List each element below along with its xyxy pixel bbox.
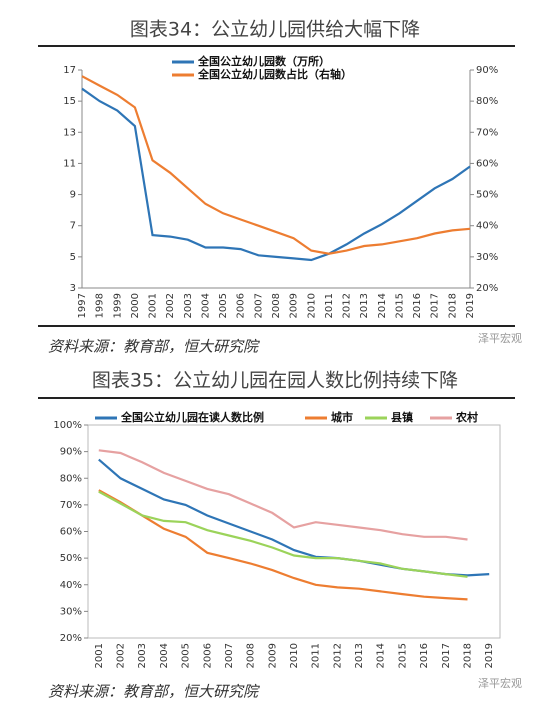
x-tick-label: 2007	[253, 293, 264, 318]
x-tick-label: 1998	[95, 293, 106, 318]
x-tick-label: 1997	[77, 293, 88, 318]
x-tick-label: 2003	[137, 643, 148, 668]
source: 资料来源：教育部，恒大研究院	[48, 683, 260, 701]
series-line	[98, 490, 468, 578]
x-tick-label: 2011	[324, 293, 335, 318]
x-tick-label: 2001	[94, 643, 105, 668]
series-line	[98, 458, 490, 577]
y-tick-label: 20%	[60, 633, 82, 644]
x-tick-label: 2019	[465, 293, 476, 318]
y-tick-label: 15	[63, 96, 76, 107]
series-line	[98, 489, 468, 601]
y-tick-label: 70%	[60, 500, 82, 511]
y-tick-label: 30%	[60, 606, 82, 617]
x-tick-label: 2018	[447, 293, 458, 318]
x-tick-label: 2008	[246, 643, 257, 668]
legend-label: 农村	[455, 410, 478, 424]
chart-title: 图表35：公立幼儿园在园人数比例持续下降	[92, 370, 458, 392]
y-tick-label: 90%	[60, 447, 82, 458]
y2-tick-label: 90%	[476, 65, 498, 76]
y-tick-label: 9	[70, 190, 76, 201]
watermark: 泽平宏观	[478, 676, 522, 690]
x-tick-label: 2017	[430, 293, 441, 318]
x-tick-label: 2019	[484, 643, 495, 668]
x-tick-label: 2015	[397, 643, 408, 668]
legend-label: 县镇	[391, 410, 413, 424]
y2-tick-label: 70%	[476, 127, 498, 138]
y-tick-label: 13	[63, 127, 76, 138]
x-tick-label: 2013	[354, 643, 365, 668]
x-tick-label: 2018	[462, 643, 473, 668]
legend-label: 全国公立幼儿园数（万所）	[197, 54, 330, 68]
x-tick-label: 2014	[377, 293, 388, 318]
source: 资料来源：教育部，恒大研究院	[48, 338, 260, 356]
x-tick-label: 2013	[359, 293, 370, 318]
series-line	[81, 75, 471, 255]
x-tick-label: 2001	[148, 293, 159, 318]
x-tick-label: 2008	[271, 293, 282, 318]
x-tick-label: 2000	[130, 293, 141, 318]
series-line	[81, 87, 471, 262]
x-tick-label: 2002	[165, 293, 176, 318]
legend-label: 全国公立幼儿园数占比（右轴）	[197, 67, 352, 81]
x-tick-label: 2010	[306, 293, 317, 318]
y-tick-label: 17	[63, 65, 76, 76]
y-tick-label: 5	[70, 252, 76, 263]
y-tick-label: 40%	[60, 580, 82, 591]
y2-tick-label: 50%	[476, 190, 498, 201]
y-tick-label: 80%	[60, 473, 82, 484]
legend-label: 城市	[331, 410, 353, 424]
y2-tick-label: 20%	[476, 283, 498, 294]
x-tick-label: 2009	[267, 643, 278, 668]
x-tick-label: 2012	[342, 293, 353, 318]
x-tick-label: 2005	[181, 643, 192, 668]
chart-title: 图表34：公立幼儿园供给大幅下降	[130, 19, 420, 41]
x-tick-label: 1999	[112, 293, 123, 318]
y-tick-label: 60%	[60, 527, 82, 538]
y2-tick-label: 40%	[476, 221, 498, 232]
x-tick-label: 2006	[236, 293, 247, 318]
x-tick-label: 2005	[218, 293, 229, 318]
x-tick-label: 2015	[394, 293, 405, 318]
x-tick-label: 2011	[311, 643, 322, 668]
x-tick-label: 2007	[224, 643, 235, 668]
x-tick-label: 2004	[159, 643, 170, 668]
plot-frame	[87, 424, 501, 639]
y2-tick-label: 60%	[476, 158, 498, 169]
y-tick-label: 50%	[60, 553, 82, 564]
y-tick-label: 100%	[53, 420, 82, 431]
x-tick-label: 2016	[412, 293, 423, 318]
watermark: 泽平宏观	[478, 331, 522, 345]
series-line	[98, 449, 468, 541]
x-tick-label: 2003	[183, 293, 194, 318]
y-tick-label: 11	[63, 158, 76, 169]
y-tick-label: 3	[70, 283, 76, 294]
x-tick-label: 2002	[116, 643, 127, 668]
x-tick-label: 2010	[289, 643, 300, 668]
x-tick-label: 2016	[419, 643, 430, 668]
x-tick-label: 2014	[376, 643, 387, 668]
x-tick-label: 2009	[289, 293, 300, 318]
legend-label: 全国公立幼儿园在读人数比例	[120, 410, 264, 424]
x-tick-label: 2004	[200, 293, 211, 318]
x-tick-label: 2006	[202, 643, 213, 668]
y2-tick-label: 30%	[476, 252, 498, 263]
x-tick-label: 2012	[332, 643, 343, 668]
y-tick-label: 7	[70, 221, 76, 232]
x-tick-label: 2017	[441, 643, 452, 668]
y2-tick-label: 80%	[476, 96, 498, 107]
